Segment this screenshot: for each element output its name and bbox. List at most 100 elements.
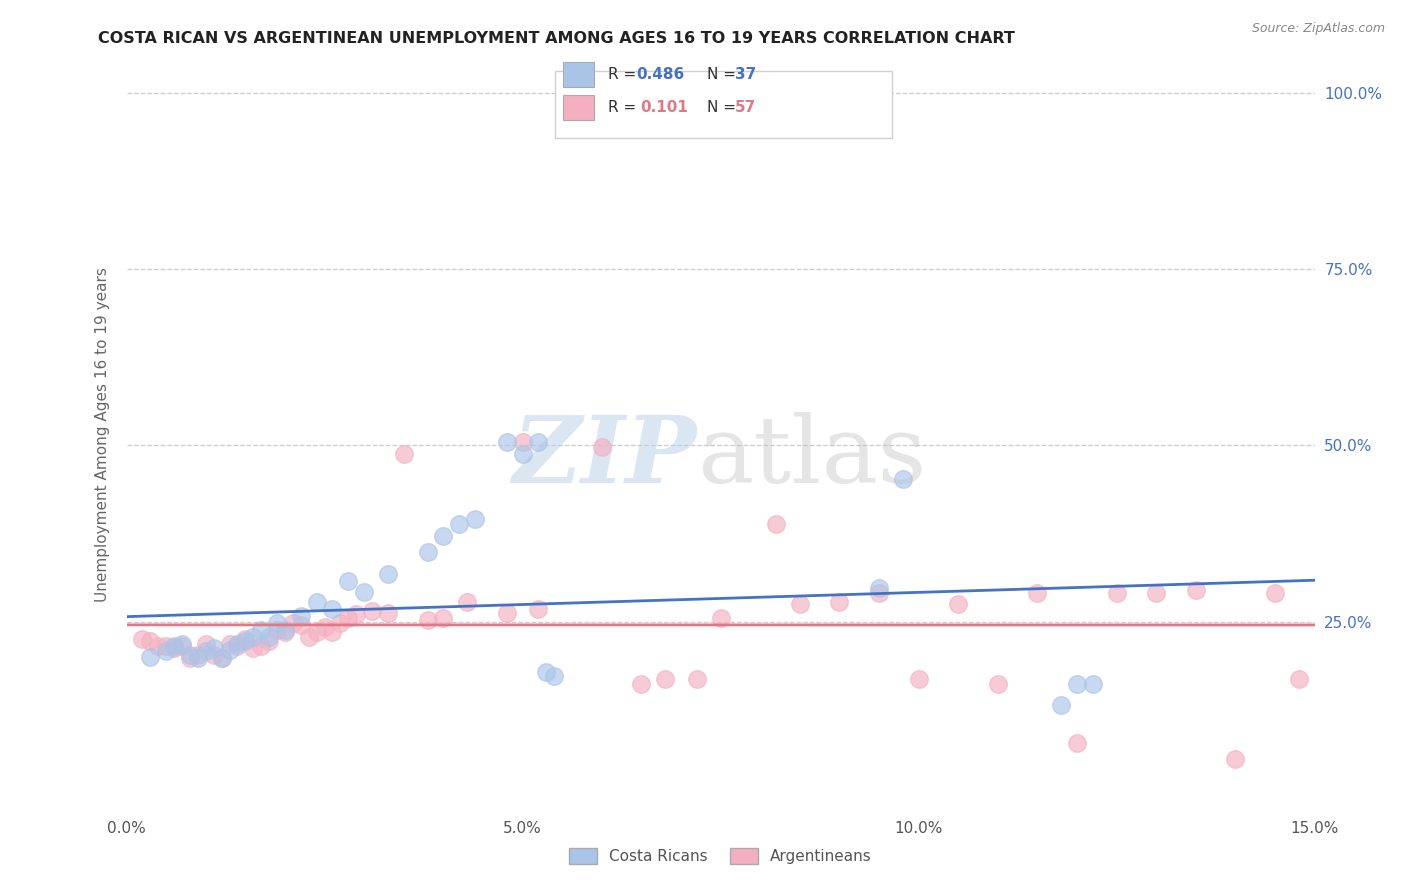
Point — [242, 641, 264, 656]
Text: R =: R = — [609, 67, 641, 81]
Point — [432, 611, 454, 625]
Point — [536, 665, 558, 680]
Point — [321, 602, 343, 616]
Point — [290, 618, 312, 632]
Point — [274, 625, 297, 640]
Legend: Costa Ricans, Argentineans: Costa Ricans, Argentineans — [562, 842, 879, 871]
Point — [543, 669, 565, 683]
Point — [1185, 582, 1208, 597]
Point — [630, 676, 652, 690]
Point — [281, 615, 304, 630]
Point — [211, 651, 233, 665]
Point — [218, 642, 240, 657]
Text: 0.486: 0.486 — [637, 67, 685, 81]
Point — [194, 637, 217, 651]
Point — [290, 608, 312, 623]
Point — [987, 676, 1010, 690]
Point — [226, 637, 249, 651]
Point — [329, 615, 352, 630]
Point — [828, 595, 851, 609]
Point — [377, 566, 399, 581]
Point — [789, 597, 811, 611]
Point — [948, 597, 970, 611]
Point — [218, 637, 240, 651]
Point — [654, 673, 676, 687]
Point — [527, 434, 550, 449]
Point — [891, 472, 914, 486]
Point — [361, 604, 384, 618]
Point — [226, 639, 249, 653]
Point — [274, 623, 297, 637]
Point — [139, 649, 162, 664]
Point — [907, 673, 929, 687]
Point — [233, 634, 257, 648]
Point — [1066, 676, 1088, 690]
Point — [1225, 752, 1247, 766]
Point — [1081, 676, 1104, 690]
Point — [194, 644, 217, 658]
Point — [686, 673, 709, 687]
Point — [298, 630, 321, 644]
Point — [266, 623, 288, 637]
Point — [139, 634, 162, 648]
Point — [257, 634, 280, 648]
Point — [305, 595, 328, 609]
Point — [464, 512, 486, 526]
Point — [1066, 736, 1088, 750]
Point — [233, 632, 257, 647]
Point — [337, 574, 360, 588]
Point — [179, 648, 201, 663]
Point — [765, 517, 787, 532]
Point — [344, 607, 367, 622]
Point — [495, 434, 517, 449]
Text: Source: ZipAtlas.com: Source: ZipAtlas.com — [1251, 22, 1385, 36]
Point — [250, 639, 273, 653]
Point — [202, 641, 225, 656]
Point — [202, 648, 225, 663]
Point — [242, 630, 264, 644]
Point — [512, 434, 534, 449]
Text: 0.101: 0.101 — [641, 101, 689, 115]
Point — [170, 637, 193, 651]
Text: R =: R = — [609, 101, 647, 115]
Text: 37: 37 — [735, 67, 756, 81]
Text: COSTA RICAN VS ARGENTINEAN UNEMPLOYMENT AMONG AGES 16 TO 19 YEARS CORRELATION CH: COSTA RICAN VS ARGENTINEAN UNEMPLOYMENT … — [98, 31, 1015, 46]
Point — [170, 639, 193, 653]
Point — [250, 623, 273, 637]
Point — [432, 528, 454, 542]
Point — [710, 611, 733, 625]
Point — [1026, 586, 1049, 600]
Point — [868, 586, 890, 600]
Point — [1288, 673, 1310, 687]
Text: 57: 57 — [735, 101, 756, 115]
Point — [591, 440, 613, 454]
Point — [512, 447, 534, 461]
Point — [187, 648, 209, 663]
Point — [416, 613, 439, 627]
Point — [179, 651, 201, 665]
Point — [1264, 586, 1286, 600]
Point — [321, 625, 343, 640]
Point — [495, 606, 517, 620]
Text: N =: N = — [707, 67, 741, 81]
Y-axis label: Unemployment Among Ages 16 to 19 years: Unemployment Among Ages 16 to 19 years — [94, 268, 110, 602]
Point — [163, 639, 186, 653]
Point — [1050, 698, 1073, 712]
Point — [416, 545, 439, 559]
Point — [377, 606, 399, 620]
Text: ZIP: ZIP — [513, 412, 697, 502]
Point — [131, 632, 153, 647]
Point — [527, 602, 550, 616]
Point — [337, 611, 360, 625]
Point — [266, 615, 288, 630]
Point — [155, 644, 177, 658]
Point — [1144, 586, 1167, 600]
Point — [148, 639, 170, 653]
Text: atlas: atlas — [697, 412, 927, 502]
Point — [314, 620, 336, 634]
Point — [392, 447, 415, 461]
Point — [456, 595, 478, 609]
Point — [155, 639, 177, 653]
Point — [211, 651, 233, 665]
Point — [257, 630, 280, 644]
